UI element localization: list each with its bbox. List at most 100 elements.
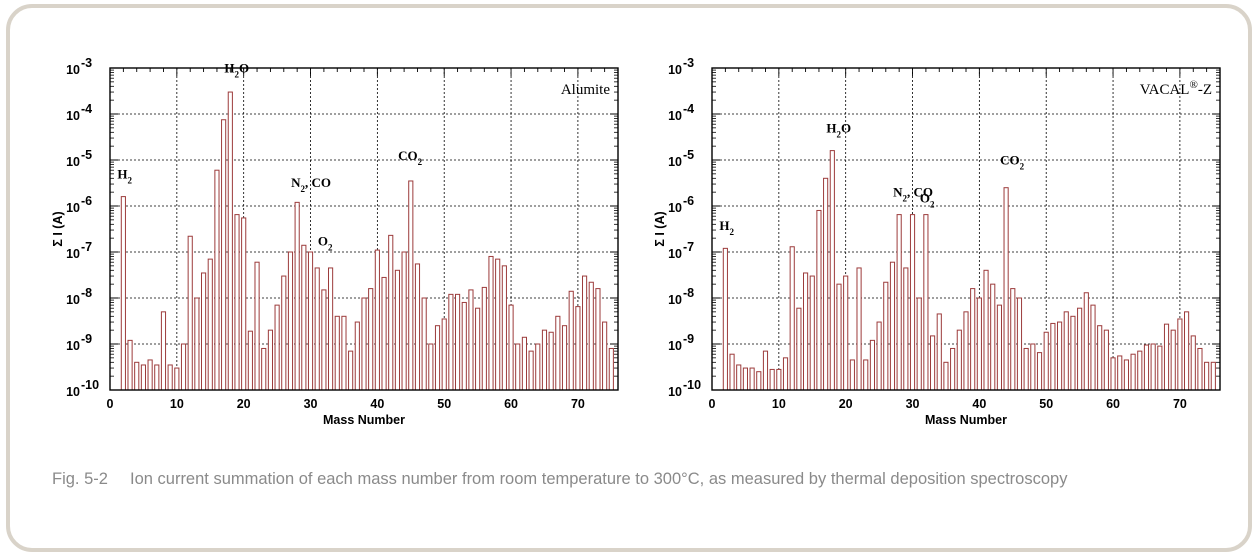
bar [890,262,894,390]
bar [884,282,888,390]
bar [529,351,533,390]
bar [476,308,480,390]
bar [502,266,506,390]
bar [315,268,319,390]
bar [609,348,613,390]
y-tick-exponent: -9 [81,332,92,346]
y-tick-exponent: -8 [683,286,694,300]
bar [1037,353,1041,390]
bar [569,291,573,390]
bar [877,322,881,390]
bar [804,273,808,390]
peak-label: H2 [117,166,132,185]
bar [395,270,399,390]
peak-labels: H2 H2O N2, COO2 CO2 [117,60,422,252]
bar [362,298,366,390]
bar [1091,305,1095,390]
caption-text: Ion current summation of each mass numbe… [130,470,1067,488]
y-tick-exponent: -6 [81,194,92,208]
bar [757,372,761,390]
x-tick-label: 60 [504,397,518,411]
bar [991,284,995,390]
bar [1205,362,1209,390]
x-tick-label: 30 [906,397,920,411]
y-tick-exponent: -4 [683,102,694,116]
y-axis-title: Σ I (A) [653,211,667,246]
bar [375,250,379,390]
bar [1111,358,1115,390]
bar [516,344,520,390]
bar [429,344,433,390]
bar [402,252,406,390]
bar [583,276,587,390]
y-tick-exponent: -3 [81,56,92,70]
bar [295,202,299,390]
bar [944,362,948,390]
bars [121,92,613,390]
bar [335,316,339,390]
bar [308,252,312,390]
bar [957,330,961,390]
bar [456,294,460,390]
bar [135,362,139,390]
bar [777,369,781,390]
bar [322,290,326,390]
peak-label: H2O [224,60,249,79]
peak-label: H2 [719,218,734,237]
bar [422,298,426,390]
bar [536,344,540,390]
bar [951,348,955,390]
bar [850,360,854,390]
bar [1004,188,1008,390]
bar [1031,344,1035,390]
x-tick-label: 40 [370,397,384,411]
chart-svg: 0 10 20 30 40 50 60 7010-1010-910-810-710-610-5… [650,54,1230,444]
y-tick-exponent: -10 [683,378,701,392]
bar [489,256,493,390]
bar [964,312,968,390]
bar [128,340,132,390]
bar [382,277,386,390]
bar [1178,319,1182,390]
y-tick-label: 10 [668,109,682,123]
y-tick-label: 10 [66,155,80,169]
bar [349,351,353,390]
bar [522,337,526,390]
bar [262,348,266,390]
y-tick-label: 10 [668,201,682,215]
peak-label: H2O [826,120,851,139]
x-tick-label: 40 [972,397,986,411]
chart-svg: 0 10 20 30 40 50 60 7010-1010-910-810-710-610-5… [48,54,628,444]
y-tick-exponent: -10 [81,378,99,392]
bars [723,151,1215,390]
bar [469,290,473,390]
x-tick-label: 50 [1039,397,1053,411]
bar [1144,345,1148,390]
y-tick-exponent: -5 [683,148,694,162]
peak-label: CO2 [1000,152,1025,171]
bar [1084,293,1088,390]
bar [161,312,165,390]
bar [1211,362,1215,390]
bar [1191,336,1195,390]
y-tick-label: 10 [668,339,682,353]
bar [576,307,580,390]
bar [870,340,874,390]
sample-label: VACAL®-Z [1140,79,1212,98]
bar [175,368,179,390]
bar [268,330,272,390]
bar [415,264,419,390]
bar [389,235,393,390]
bar [737,365,741,390]
bar [783,358,787,390]
bar [155,365,159,390]
peak-label: O2 [318,233,333,252]
bar [1171,330,1175,390]
bar [549,332,553,390]
y-tick-exponent: -5 [81,148,92,162]
y-tick-label: 10 [66,201,80,215]
x-tick-label: 20 [237,397,251,411]
bar [1185,312,1189,390]
bar [817,210,821,390]
bar [409,181,413,390]
